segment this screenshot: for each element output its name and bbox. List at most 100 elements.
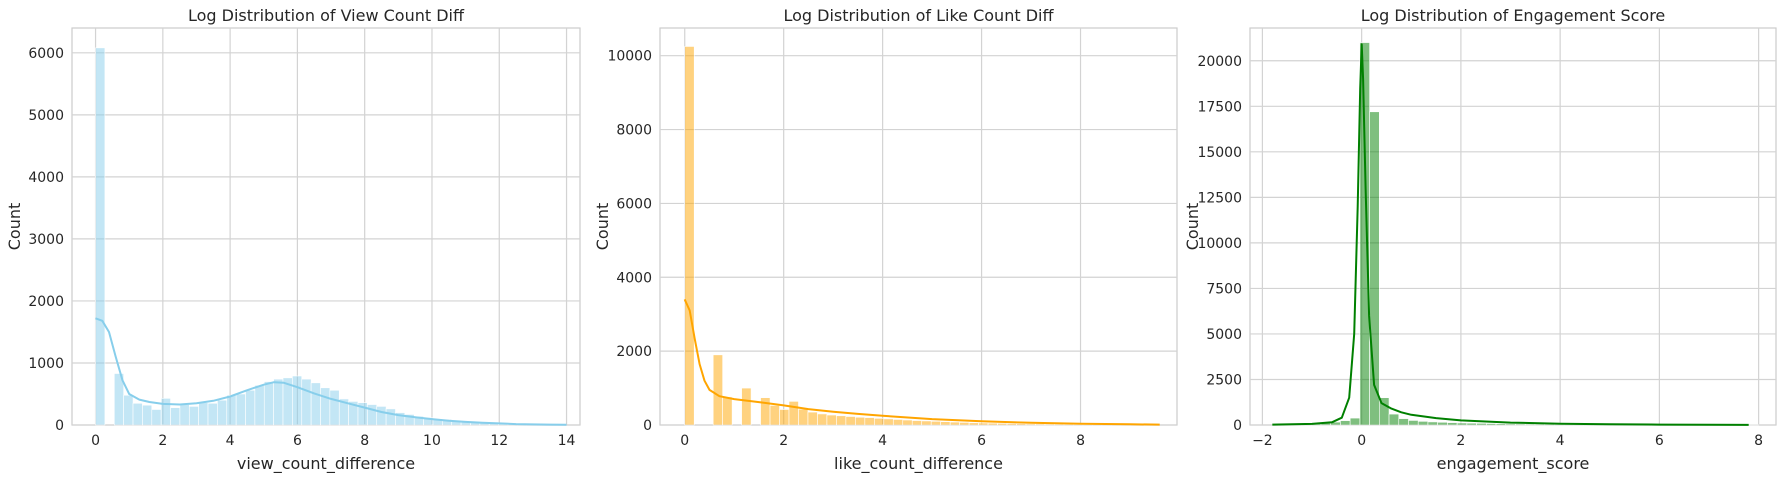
histogram-bar: [817, 413, 828, 426]
histogram-bar: [1456, 422, 1468, 426]
x-tick-label: 8: [360, 433, 369, 449]
histogram-bar: [883, 418, 894, 426]
x-tick-label: 14: [558, 433, 576, 449]
histogram-bar: [1515, 423, 1526, 426]
y-tick-label: 2000: [616, 344, 652, 360]
histogram-bar: [855, 416, 866, 426]
histogram-bar: [921, 420, 932, 426]
histogram-bar: [273, 378, 284, 426]
histogram-bar: [367, 404, 378, 426]
x-tick-label: 4: [226, 433, 235, 449]
histogram-bar: [1417, 421, 1429, 426]
histogram-bar: [1466, 422, 1477, 426]
histogram-bar: [930, 421, 941, 426]
histogram-bar: [1495, 423, 1507, 426]
histogram-bar: [741, 387, 752, 426]
histogram-bar: [712, 354, 723, 426]
histogram-bar: [245, 389, 256, 426]
y-tick-label: 4000: [616, 270, 652, 286]
histogram-bar: [788, 401, 799, 426]
x-axis-label: like_count_difference: [834, 454, 1003, 474]
panel-view-count: 0 1000 2000 3000 4000 5000 6000 0 2 4 6 8 10 12 14 Log …: [5, 6, 581, 474]
chart-title: Log Distribution of Like Count Diff: [784, 6, 1055, 25]
histogram-bar: [1340, 420, 1351, 426]
kde-line: [1272, 43, 1749, 426]
histogram-bar: [263, 381, 274, 426]
y-tick-label: 5000: [28, 108, 64, 124]
y-tick-label: 6000: [28, 46, 64, 62]
x-tick-label: 6: [977, 433, 986, 449]
kde-line: [95, 317, 567, 426]
histogram-bar: [1369, 111, 1380, 426]
histogram-bar: [1398, 418, 1409, 426]
x-axis-label: engagement_score: [1437, 454, 1590, 474]
histogram-bar: [1524, 423, 1536, 426]
y-axis-label: Count: [1183, 203, 1202, 251]
histogram-bar: [949, 421, 960, 426]
plot-area: [659, 27, 1178, 426]
y-tick-label: 0: [1233, 418, 1242, 434]
y-tick-label: 15000: [1197, 145, 1242, 161]
y-tick-label: 12500: [1197, 190, 1242, 206]
histogram-bar: [142, 404, 153, 426]
histogram-bar: [722, 396, 733, 426]
x-tick-label: 12: [490, 433, 508, 449]
histogram-bar: [940, 421, 951, 426]
y-tick-label: 4000: [28, 170, 64, 186]
histogram-bar: [198, 402, 209, 426]
histogram-bar: [1379, 397, 1390, 426]
plot-area: [1249, 27, 1777, 426]
histogram-bar: [997, 423, 1008, 426]
histogram-bar: [254, 384, 265, 426]
histogram-bar: [684, 46, 695, 426]
chart-title: Log Distribution of View Count Diff: [188, 6, 465, 25]
histogram-bar: [1437, 421, 1448, 426]
x-tick-label: 8: [1754, 433, 1763, 449]
histogram-bar: [874, 418, 885, 426]
x-tick-label: 6: [1655, 433, 1664, 449]
histogram-bar: [1486, 423, 1497, 426]
x-tick-label: 0: [680, 433, 689, 449]
histogram-bar: [1044, 423, 1055, 426]
histogram-bar: [226, 394, 237, 426]
histogram-bar: [376, 406, 387, 426]
y-axis-label: Count: [5, 203, 24, 251]
histogram-bar: [911, 420, 923, 426]
histogram-bar: [292, 375, 303, 426]
x-tick-label: 0: [91, 433, 100, 449]
x-tick-label: 2: [779, 433, 788, 449]
y-tick-label: 7500: [1206, 281, 1242, 297]
histogram-bar: [235, 393, 246, 426]
plot-area: [71, 27, 581, 426]
histogram-bar: [1006, 423, 1017, 426]
histogram-bar: [1408, 420, 1419, 426]
histogram-bar: [836, 415, 847, 426]
histogram-bar: [892, 419, 904, 426]
histogram-bar: [151, 409, 162, 426]
histogram-bar: [329, 389, 340, 426]
x-tick-label: 6: [293, 433, 302, 449]
histogram-bar: [132, 402, 143, 426]
histogram-bar: [301, 378, 312, 426]
histogram-bar: [968, 422, 979, 426]
y-tick-label: 2500: [1206, 372, 1242, 388]
y-tick-label: 1000: [28, 356, 64, 372]
histogram-bar: [1388, 413, 1400, 426]
histogram-bar: [1476, 423, 1487, 426]
histogram-bar: [826, 414, 837, 426]
x-tick-label: 2: [1456, 433, 1465, 449]
histogram-bar: [1025, 423, 1036, 426]
histogram-bar: [1016, 423, 1027, 426]
histogram-bar: [959, 422, 970, 426]
y-axis-label: Count: [593, 203, 612, 251]
y-tick-label: 3000: [28, 232, 64, 248]
y-tick-label: 8000: [616, 123, 652, 139]
y-tick-label: 10000: [1197, 236, 1242, 252]
y-tick-label: 10000: [607, 49, 652, 65]
panel-engagement-score: 0 2500 5000 7500 10000 12500 15000 17500 20000 −2…: [1183, 6, 1777, 474]
histogram-bar: [864, 417, 875, 426]
histogram-bar: [207, 402, 218, 426]
x-tick-label: 4: [1556, 433, 1565, 449]
y-tick-label: 0: [643, 418, 652, 434]
